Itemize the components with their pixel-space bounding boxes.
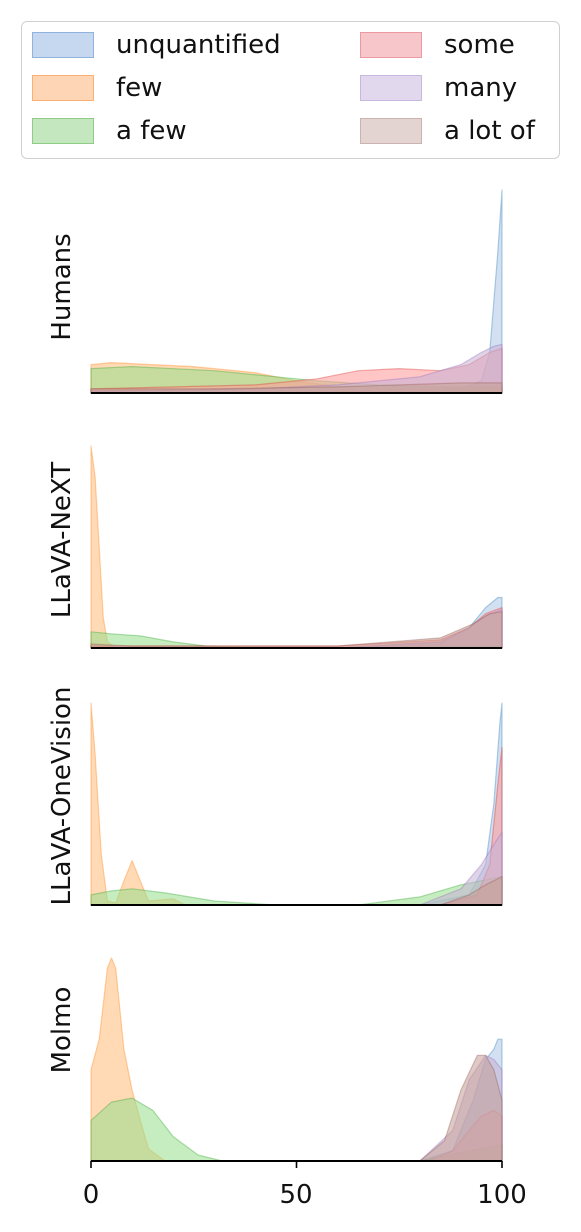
- density-a-lot-of: [90, 611, 503, 649]
- legend-item-unquantified: unquantified: [32, 30, 281, 60]
- density-few: [90, 445, 503, 649]
- legend-swatch-unquantified: [32, 32, 94, 58]
- panel-2: [90, 702, 503, 906]
- legend-item-a-lot-of: a lot of: [360, 116, 535, 146]
- legend-swatch-some: [360, 32, 422, 58]
- panel-ylabel-llava-next: LLaVA-NeXT: [47, 461, 77, 619]
- legend-swatch-many: [360, 75, 422, 101]
- density-unquantified: [90, 189, 503, 394]
- x-tick-label-50: 50: [279, 1180, 313, 1210]
- density-some: [90, 746, 503, 906]
- legend-label-unquantified: unquantified: [116, 30, 281, 60]
- legend-item-some: some: [360, 30, 515, 60]
- x-tick-label-0: 0: [82, 1180, 100, 1210]
- legend-item-many: many: [360, 73, 518, 103]
- panel-3: [90, 957, 503, 1162]
- panel-1: [90, 445, 503, 649]
- density-a-lot-of: [90, 382, 503, 394]
- density-unquantified: [90, 702, 503, 906]
- legend-label-a-few: a few: [116, 116, 187, 146]
- density-few: [90, 702, 503, 906]
- legend-label-few: few: [116, 73, 163, 103]
- panel-0: [90, 189, 503, 394]
- legend-swatch-a-lot-of: [360, 118, 422, 144]
- legend-item-few: few: [32, 73, 163, 103]
- panel-ylabel-humans: Humans: [47, 233, 77, 341]
- legend-label-a-lot-of: a lot of: [444, 116, 535, 146]
- legend-item-a-few: a few: [32, 116, 187, 146]
- panel-ylabel-molmo: Molmo: [47, 986, 77, 1074]
- legend-swatch-a-few: [32, 118, 94, 144]
- x-tick-label-100: 100: [477, 1180, 527, 1210]
- legend-swatch-few: [32, 75, 94, 101]
- legend-label-many: many: [444, 73, 518, 103]
- density-a-lot-of: [90, 1054, 503, 1162]
- legend: unquantified few a few some many a lot o…: [21, 21, 560, 159]
- legend-label-some: some: [444, 30, 515, 60]
- panel-ylabel-llava-onevision: LLaVA-OneVision: [47, 686, 77, 906]
